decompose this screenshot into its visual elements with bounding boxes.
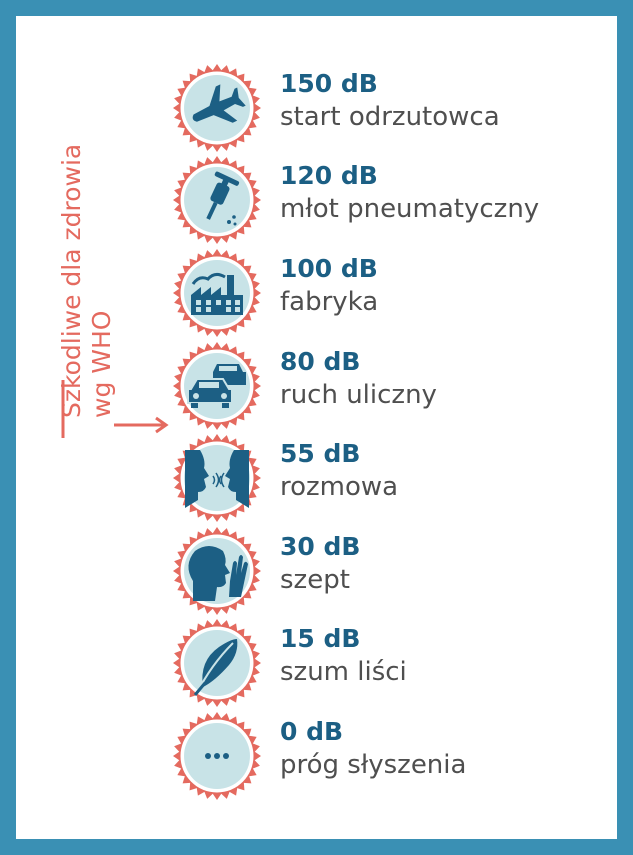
decibel-value: 150 dB bbox=[280, 69, 378, 98]
noise-source-label: fabryka bbox=[280, 287, 379, 317]
noise-badge bbox=[172, 526, 262, 616]
noise-level-row: 0 dB próg słyszenia bbox=[172, 711, 612, 801]
noise-level-row: 80 dB ruch uliczny bbox=[172, 341, 612, 431]
noise-badge bbox=[172, 63, 262, 153]
decibel-value: 100 dB bbox=[280, 254, 378, 283]
noise-badge bbox=[172, 618, 262, 708]
conversation-icon bbox=[185, 450, 249, 508]
decibel-value: 0 dB bbox=[280, 717, 344, 746]
noise-badge bbox=[172, 248, 262, 338]
noise-level-row: 120 dB młot pneumatyczny bbox=[172, 155, 612, 245]
ellipsis-icon bbox=[205, 753, 229, 759]
noise-source-label: szum liści bbox=[280, 657, 407, 687]
noise-badge bbox=[172, 155, 262, 245]
noise-level-row: 30 dB szept bbox=[172, 526, 612, 616]
noise-source-label: rozmowa bbox=[280, 472, 399, 502]
noise-source-label: ruch uliczny bbox=[280, 380, 437, 410]
noise-source-label: start odrzutowca bbox=[280, 102, 500, 132]
traffic-cars-icon bbox=[187, 364, 246, 408]
jackhammer-icon bbox=[206, 171, 240, 226]
noise-source-label: szept bbox=[280, 565, 350, 595]
decibel-value: 55 dB bbox=[280, 439, 361, 468]
who-label-line2: wg WHO bbox=[87, 311, 116, 418]
decibel-value: 120 dB bbox=[280, 161, 378, 190]
arrow-right-icon bbox=[155, 416, 169, 434]
decibel-value: 30 dB bbox=[280, 532, 361, 561]
noise-badge bbox=[172, 711, 262, 801]
who-label-line1: Szkodliwe dla zdrowia bbox=[57, 144, 86, 418]
leaf-icon bbox=[193, 639, 238, 696]
noise-level-row: 150 dB start odrzutowca bbox=[172, 63, 612, 153]
whisper-icon bbox=[188, 546, 248, 601]
who-harmful-label: Szkodliwe dla zdrowia wg WHO bbox=[52, 80, 172, 440]
factory-icon bbox=[191, 272, 243, 315]
noise-source-label: próg słyszenia bbox=[280, 750, 467, 780]
noise-level-row: 55 dB rozmowa bbox=[172, 433, 612, 523]
decibel-value: 15 dB bbox=[280, 624, 361, 653]
noise-level-row: 100 dB fabryka bbox=[172, 248, 612, 338]
noise-source-label: młot pneumatyczny bbox=[280, 194, 540, 224]
decibel-value: 80 dB bbox=[280, 347, 361, 376]
noise-badge bbox=[172, 341, 262, 431]
noise-level-row: 15 dB szum liści bbox=[172, 618, 612, 708]
airplane-icon bbox=[192, 84, 246, 123]
noise-badge bbox=[172, 433, 262, 523]
